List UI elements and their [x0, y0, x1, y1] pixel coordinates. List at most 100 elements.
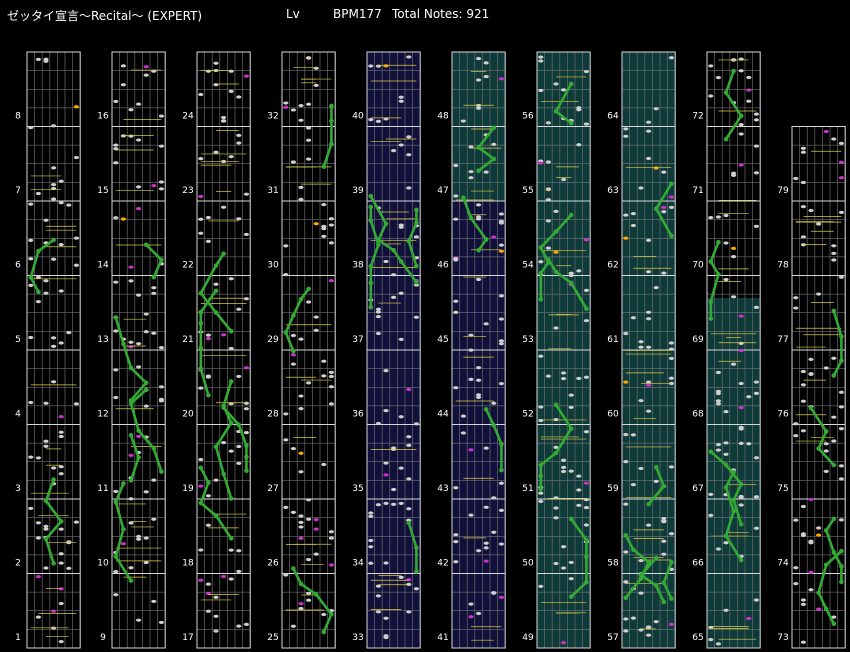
tap-note: [406, 186, 412, 190]
tap-note: [498, 243, 504, 247]
slide-note: [414, 263, 419, 269]
tap-note: [498, 542, 504, 546]
tap-note: [391, 148, 397, 153]
tap-note: [151, 291, 157, 295]
tap-note: [306, 157, 312, 161]
flick-note: [221, 333, 227, 337]
tap-note: [283, 244, 289, 248]
flick-note: [491, 235, 497, 239]
tap-note: [136, 342, 142, 346]
flick-note: [468, 448, 474, 452]
tap-note: [283, 505, 289, 509]
tap-note: [198, 386, 204, 390]
gold-note: [623, 380, 629, 384]
tap-note: [306, 56, 312, 60]
measure-number: 39: [352, 186, 364, 196]
tap-note: [793, 582, 799, 586]
measure-number: 72: [692, 112, 703, 122]
tap-note: [453, 258, 459, 262]
flick-note: [406, 387, 412, 392]
tap-note: [151, 286, 157, 290]
slide-path: [199, 289, 218, 396]
tap-note: [51, 344, 57, 348]
slide-path: [369, 195, 418, 284]
tap-note: [51, 166, 57, 170]
slide-note: [568, 516, 574, 522]
measure-number: 50: [522, 559, 534, 569]
measure-number: 22: [182, 261, 193, 271]
measure-number: 77: [777, 335, 788, 345]
slide-note: [669, 559, 674, 565]
tap-note: [383, 369, 389, 373]
tap-note: [243, 431, 249, 435]
slide-note: [538, 462, 544, 468]
tap-note: [298, 118, 304, 122]
tap-note: [661, 210, 667, 214]
slide-note: [723, 90, 729, 95]
tap-note: [413, 315, 419, 319]
tap-note: [128, 340, 134, 344]
tap-note: [476, 395, 482, 399]
tap-note: [753, 112, 760, 116]
slide-note: [376, 242, 381, 247]
slide-path: [639, 557, 665, 603]
tap-note: [35, 456, 42, 460]
tap-note: [328, 217, 334, 221]
tap-note: [838, 275, 845, 279]
tap-note: [638, 559, 644, 563]
tap-note: [453, 163, 459, 168]
tap-note: [313, 66, 319, 70]
tap-note: [793, 518, 799, 522]
tap-note: [298, 407, 304, 411]
slide-note: [483, 237, 489, 242]
tap-note: [298, 520, 304, 525]
tap-note: [66, 203, 72, 207]
tap-note: [561, 458, 567, 462]
tap-note: [113, 280, 119, 284]
tap-note: [800, 180, 807, 185]
tap-note: [553, 326, 559, 330]
measure-number: 52: [522, 410, 533, 420]
tap-note: [58, 601, 64, 606]
tap-note: [715, 215, 722, 219]
slide-path: [214, 381, 233, 499]
tap-note: [646, 310, 652, 314]
tap-note: [313, 315, 319, 319]
tap-note: [198, 92, 204, 97]
tap-note: [483, 170, 489, 174]
tap-note: [723, 241, 729, 245]
slide-note: [398, 259, 404, 264]
tap-note: [476, 106, 482, 110]
slide-note: [839, 548, 844, 554]
tap-note: [406, 507, 412, 511]
slide-note: [631, 547, 636, 552]
tap-note: [221, 115, 227, 120]
tap-note: [113, 395, 119, 400]
measure-number: 32: [267, 112, 278, 122]
tap-note: [228, 577, 234, 581]
slide-note: [128, 578, 134, 583]
tap-note: [213, 282, 219, 286]
slide-note: [823, 429, 829, 434]
tap-note: [398, 95, 404, 99]
tap-note: [646, 238, 652, 242]
tap-note: [51, 182, 57, 187]
chart-header: ゼッタイ宣言〜Recital〜 (EXPERT) Lv BPM177 Total…: [0, 0, 850, 28]
tap-note: [723, 541, 729, 545]
slide-note: [58, 519, 64, 524]
slide-note: [831, 308, 837, 314]
tap-note: [51, 197, 57, 201]
tap-note: [113, 570, 119, 574]
tap-note: [476, 203, 482, 207]
flick-note: [823, 129, 829, 134]
slide-note: [198, 309, 204, 315]
tap-note: [406, 55, 412, 59]
tap-note: [808, 372, 814, 376]
tap-note: [630, 316, 637, 320]
tap-note: [638, 340, 644, 344]
tap-note: [816, 222, 822, 226]
tap-note: [128, 497, 134, 501]
flick-note: [838, 160, 845, 164]
flick-note: [243, 74, 249, 78]
tap-note: [28, 400, 34, 405]
